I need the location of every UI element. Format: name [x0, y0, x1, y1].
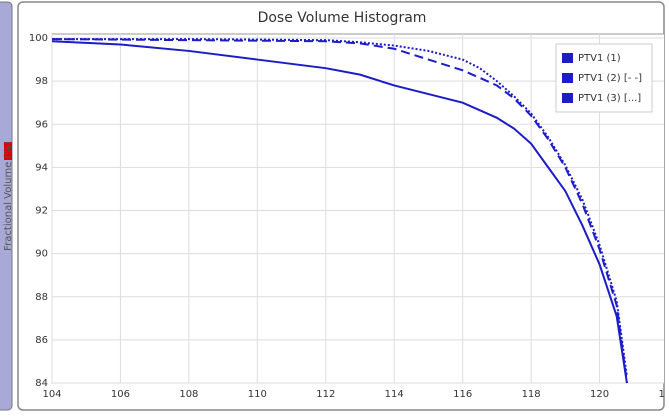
legend-swatch: [562, 73, 573, 83]
side-marker: [4, 142, 12, 160]
side-panel: [0, 1, 13, 411]
series-line: [51, 38, 628, 384]
legend-label: PTV1 (2) [- -]: [578, 73, 642, 84]
x-tick-label: 108: [179, 389, 198, 400]
y-tick-label: 92: [35, 206, 48, 217]
legend-label: PTV1 (1): [578, 53, 621, 64]
side-axis-label: Fractional Volume (%): [3, 141, 14, 251]
x-tick-label: 106: [111, 389, 130, 400]
y-tick-label: 96: [35, 119, 48, 130]
x-tick-label: 110: [248, 389, 267, 400]
y-tick-label: 86: [35, 335, 48, 346]
x-tick-label: 122: [658, 389, 669, 400]
y-tick-label: 94: [35, 162, 48, 173]
y-tick-label: 98: [35, 76, 48, 87]
plot: 84 86 88 90 92 94 96 98 100 104 106 108 110 112 114 116…: [29, 33, 669, 400]
legend-swatch: [562, 53, 573, 63]
x-tick-label: 112: [316, 389, 335, 400]
legend-swatch: [562, 93, 573, 103]
x-tick-label: 116: [453, 389, 472, 400]
x-tick-label: 118: [522, 389, 541, 400]
x-tick-label: 120: [590, 389, 609, 400]
series-line: [51, 40, 628, 384]
y-tick-label: 88: [35, 292, 48, 303]
chart-title: Dose Volume Histogram: [258, 10, 427, 26]
y-tick-label: 100: [29, 33, 48, 44]
series-line: [52, 38, 628, 377]
x-tick-label: 104: [42, 389, 61, 400]
legend-label: PTV1 (3) [...]: [578, 93, 641, 104]
x-tick-label: 114: [385, 389, 404, 400]
y-tick-label: 84: [35, 378, 48, 389]
y-tick-label: 90: [35, 249, 48, 260]
